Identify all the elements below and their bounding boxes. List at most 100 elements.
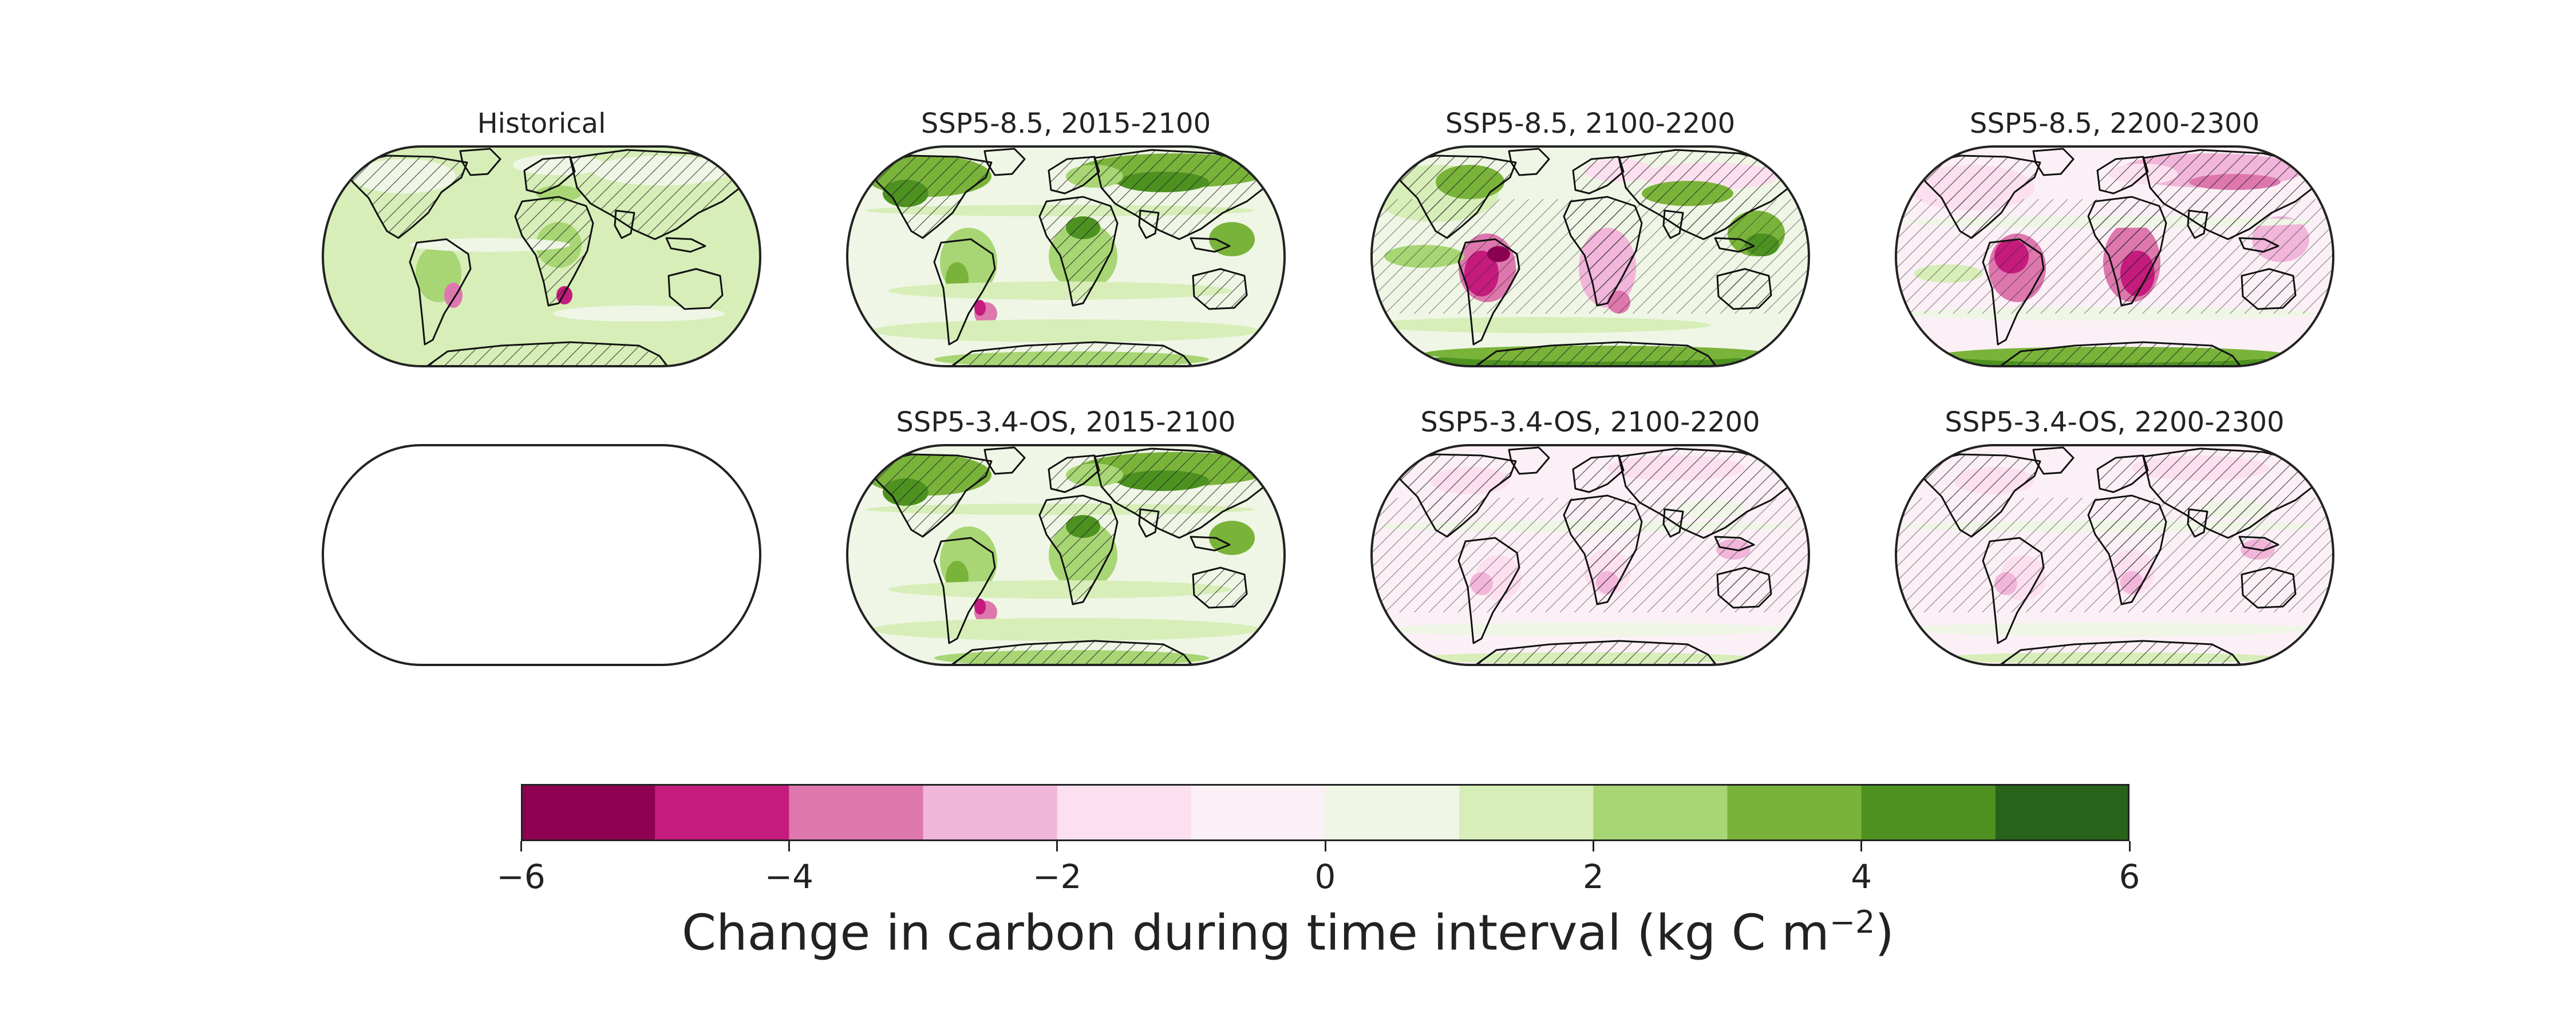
coastline-australia (2241, 268, 2297, 310)
coastline-namerica (864, 453, 993, 538)
coastline-samerica (933, 238, 996, 346)
coastline-africa (1038, 196, 1119, 307)
colorbar-bar (521, 784, 2129, 841)
coastline-europe (2096, 454, 2149, 493)
coastline-antarctica (950, 640, 1193, 665)
significance-hatching (2097, 455, 2148, 492)
coastline-greenland (459, 148, 501, 176)
coastline-australia (1716, 566, 1772, 609)
significance-hatching (1193, 568, 1247, 608)
colorbar-tick-mark (2128, 841, 2131, 851)
significance-hatching (2000, 342, 2241, 366)
map-color-region (871, 618, 1261, 641)
coastline-namerica (1913, 154, 2041, 239)
coastline-greenland (983, 446, 1026, 475)
coastline-europe (1572, 454, 1625, 493)
significance-hatching (1896, 199, 2333, 314)
coastline-namerica (1913, 453, 2041, 538)
significance-hatching (1040, 496, 1117, 604)
coastline-antarctica (950, 341, 1193, 366)
significance-hatching (2097, 157, 2148, 193)
coastline-greenland (1508, 446, 1550, 475)
significance-hatching (1573, 455, 1623, 492)
coastline-seasia (665, 237, 706, 253)
panel-title: SSP5-8.5, 2015-2100 (920, 108, 1211, 140)
coastline-europe (2096, 156, 2149, 195)
coastline-australia (1192, 268, 1248, 310)
colorbar-segment (789, 784, 923, 841)
colorbar-tick-label: 4 (1851, 857, 1872, 896)
colorbar-segment (923, 784, 1058, 841)
colorbar-label-exponent: −2 (1829, 904, 1875, 940)
colorbar-tick-label: 2 (1582, 857, 1604, 896)
map-panel-ssp534-2100-2200: SSP5-3.4-OS, 2100-2200 (1367, 406, 1814, 704)
significance-hatching (1619, 449, 1792, 538)
significance-hatching (1390, 156, 1516, 238)
significance-hatching (1914, 454, 2040, 537)
coastline-seasia (2238, 536, 2279, 552)
map-color-region (1372, 317, 1710, 333)
coastline-seasia (1714, 237, 1755, 253)
coastline-antarctica (1999, 341, 2242, 366)
significance-hatching (2143, 150, 2316, 239)
map-outline (846, 444, 1286, 666)
coastline-samerica (1457, 238, 1520, 346)
significance-hatching (427, 342, 667, 366)
map-color-region (974, 300, 986, 316)
coastline-india (1662, 508, 1684, 538)
coastline-africa (2087, 494, 2167, 605)
coastline-greenland (983, 148, 1026, 176)
significance-hatching (341, 156, 467, 238)
panel-title: SSP5-3.4-OS, 2015-2100 (896, 406, 1236, 438)
significance-hatching (1619, 150, 1792, 239)
map-outline (1370, 444, 1811, 666)
panel-title: SSP5-8.5, 2200-2300 (1969, 108, 2260, 140)
coastline-india (1662, 209, 1684, 239)
coastline-africa (1563, 494, 1643, 605)
map-outline (1894, 444, 2335, 666)
colorbar-segment (1057, 784, 1192, 841)
map-ssp534-2200-2300 (1894, 444, 2335, 666)
significance-hatching (570, 150, 743, 239)
map-ssp585-2200-2300 (1894, 145, 2335, 367)
coastline-samerica (1982, 238, 2045, 346)
map-color-region (1209, 222, 1255, 256)
panel-title: SSP5-3.4-OS, 2200-2300 (1945, 406, 2285, 438)
colorbar-tick-label: −6 (496, 857, 546, 896)
significance-hatching (1573, 157, 1623, 193)
coastline-australia (1192, 566, 1248, 609)
significance-hatching (2000, 641, 2241, 665)
map-color-region (1378, 623, 1791, 636)
coastline-greenland (1508, 148, 1550, 176)
coastline-africa (1038, 494, 1119, 605)
colorbar-label: Change in carbon during time interval (k… (0, 904, 2576, 962)
significance-hatching (1390, 454, 1516, 537)
map-ssp585-2100-2200 (1370, 145, 1811, 367)
significance-hatching (866, 454, 991, 537)
coastline-europe (1572, 156, 1625, 195)
colorbar-tick-label: 0 (1314, 857, 1336, 896)
colorbar-segment (1459, 784, 1594, 841)
map-outline (846, 145, 1286, 367)
colorbar-tick-mark (1592, 841, 1594, 851)
map-panel-ssp585-2100-2200: SSP5-8.5, 2100-2200 (1367, 108, 1814, 405)
map-color-region (888, 282, 1232, 300)
significance-hatching (1193, 269, 1247, 309)
coastline-namerica (1389, 154, 1517, 239)
map-ssp534-2100-2200 (1370, 444, 1811, 666)
map-outline (1370, 145, 1811, 367)
coastline-antarctica (426, 341, 669, 366)
significance-hatching (1095, 150, 1267, 239)
significance-hatching (2143, 449, 2316, 538)
map-panel-ssp585-2015-2100: SSP5-8.5, 2015-2100 (843, 108, 1289, 405)
significance-hatching (515, 197, 593, 306)
colorbar-tick-mark (788, 841, 790, 851)
colorbar-segment (655, 784, 789, 841)
significance-hatching (1476, 342, 1716, 366)
coastline-samerica (409, 238, 472, 346)
colorbar-segment (1593, 784, 1728, 841)
coastline-india (2187, 508, 2208, 538)
significance-hatching (951, 641, 1192, 665)
coastline-india (614, 209, 635, 239)
map-panel-ssp585-2200-2300: SSP5-8.5, 2200-2300 (1891, 108, 2338, 405)
